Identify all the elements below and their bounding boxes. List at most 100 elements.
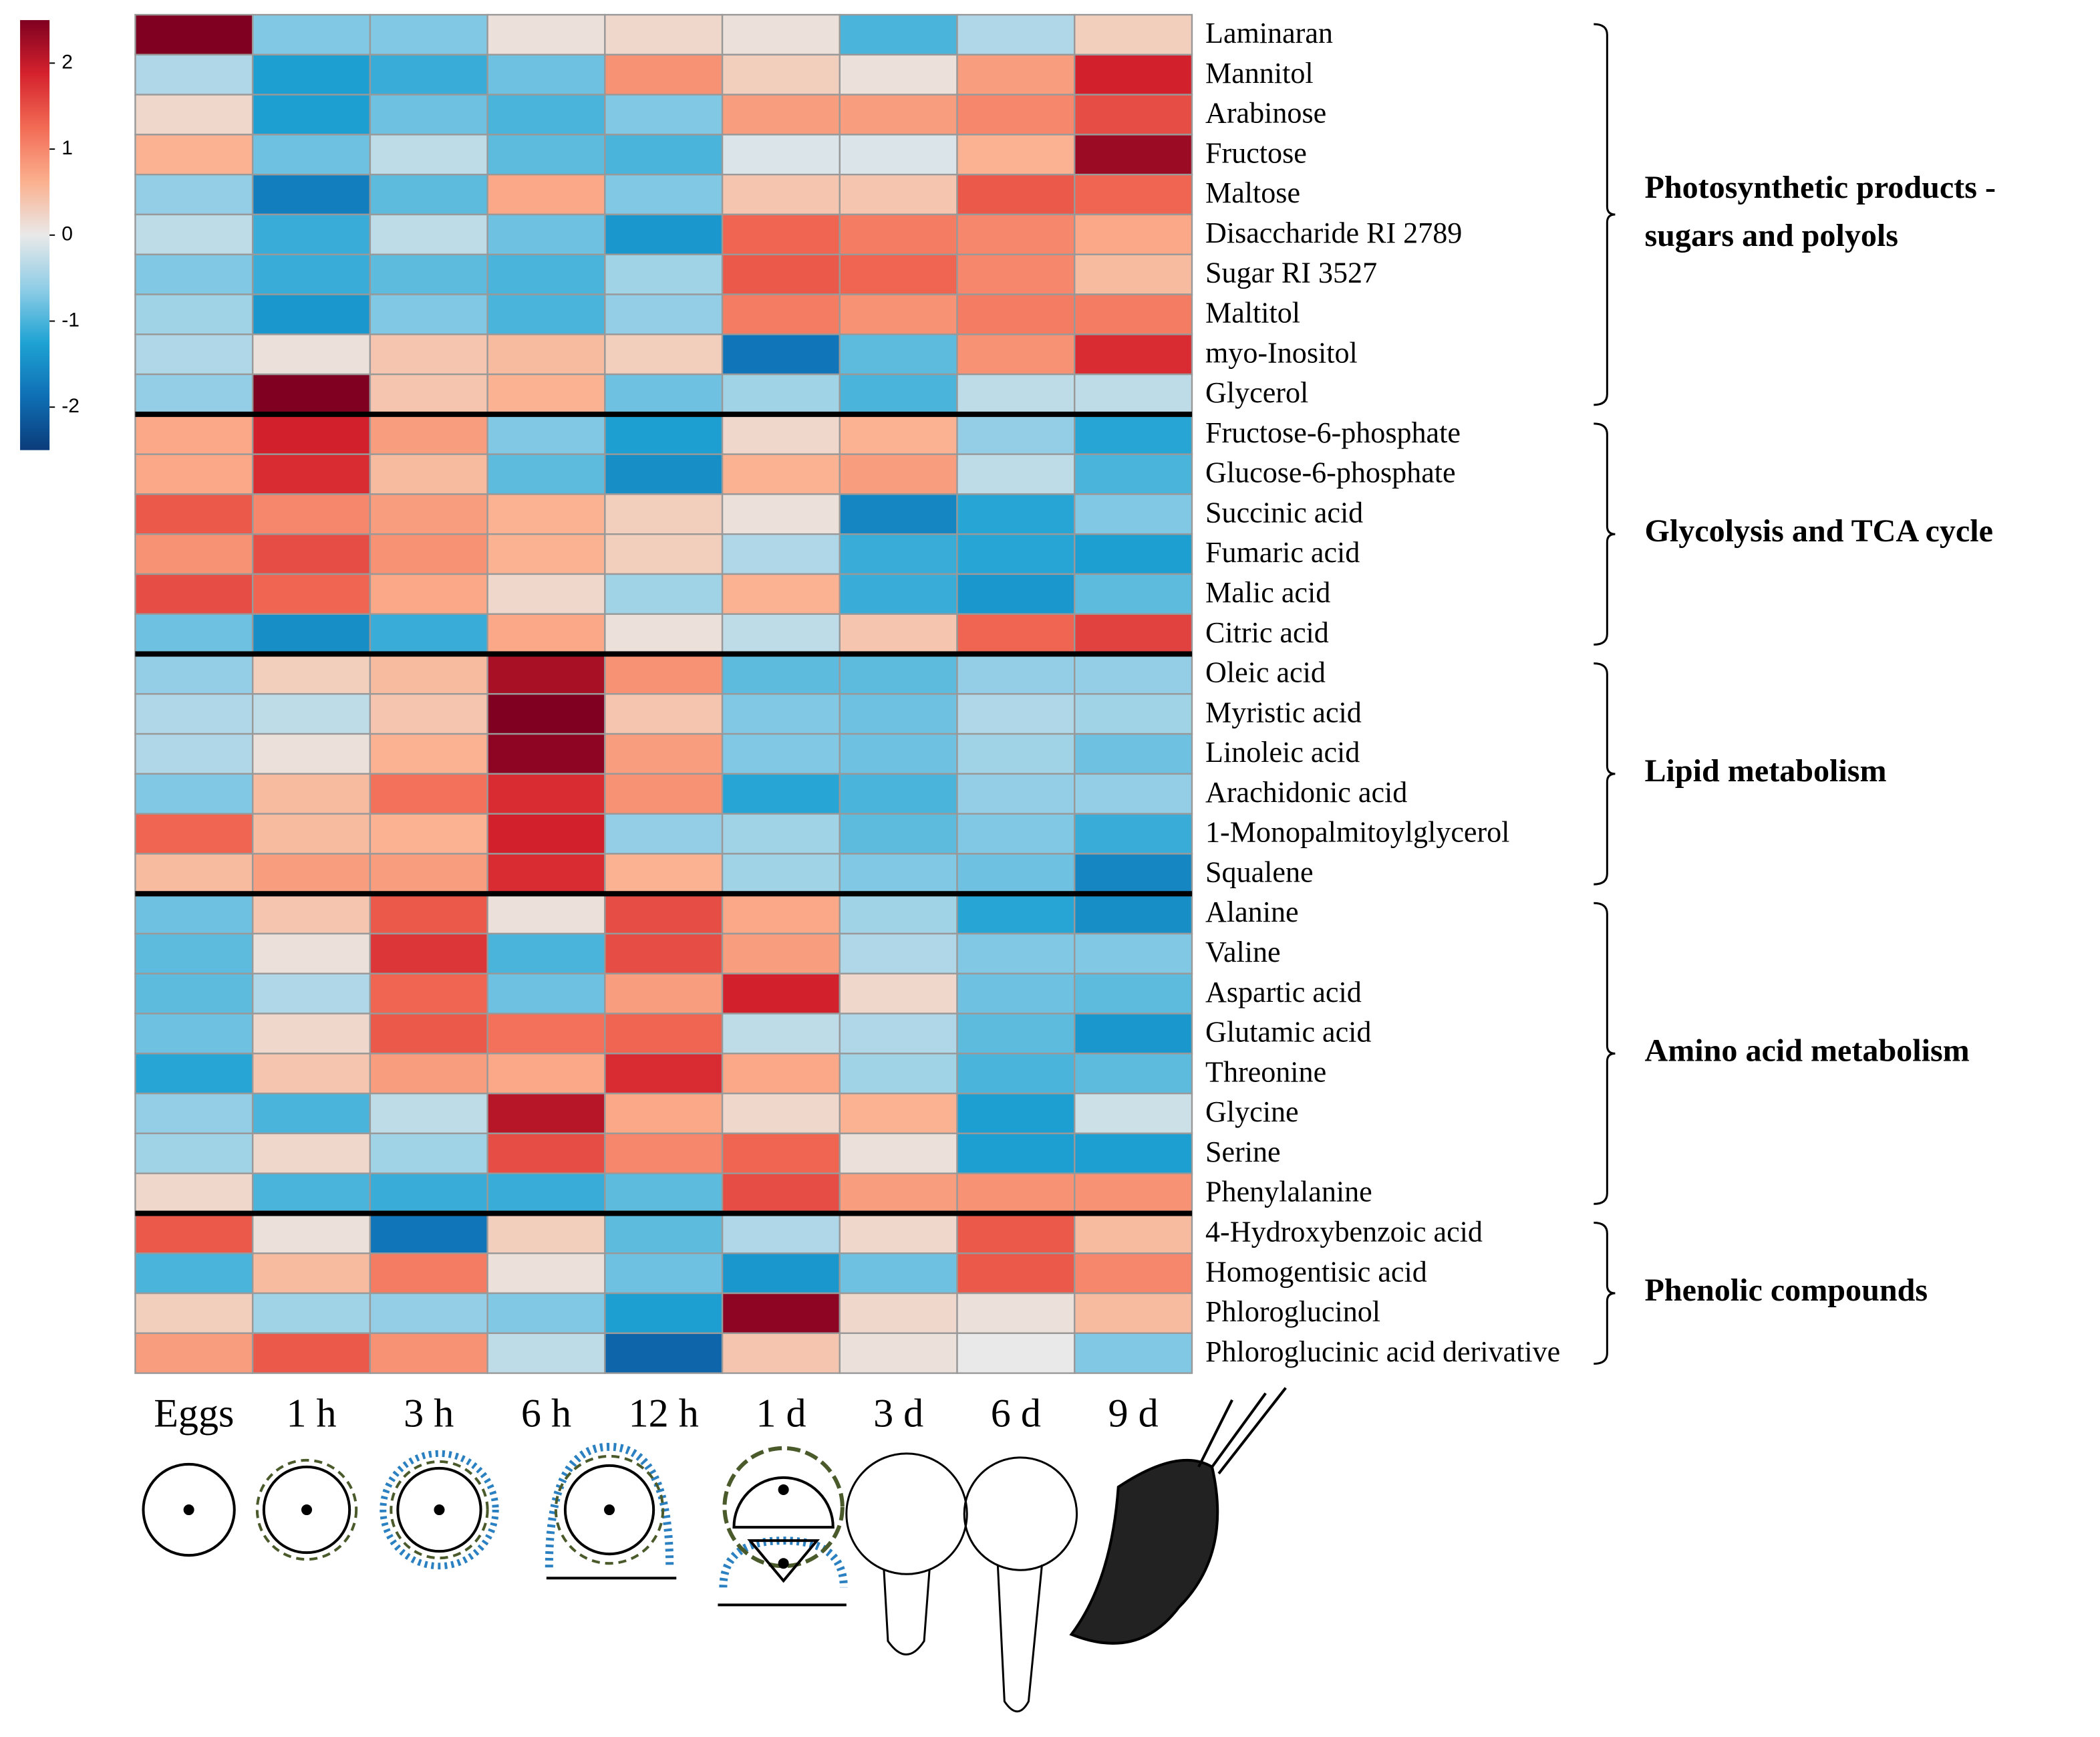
heatmap-cell — [956, 213, 1076, 255]
heatmap-cell — [839, 1332, 958, 1374]
heatmap-cell — [1074, 53, 1193, 96]
row-label: Glucose-6-phosphate — [1205, 456, 1456, 489]
heatmap-cell — [956, 693, 1076, 735]
heatmap-cell — [839, 773, 958, 815]
heatmap-cell — [251, 333, 371, 376]
heatmap-cell — [251, 1332, 371, 1374]
heatmap-cell — [721, 773, 841, 815]
heatmap-cell — [721, 1172, 841, 1214]
heatmap-cell — [1074, 13, 1193, 56]
heatmap-cell — [839, 1292, 958, 1335]
heatmap-cell — [1074, 1172, 1193, 1214]
heatmap-cell — [369, 813, 488, 855]
heatmap-cell — [839, 1053, 958, 1095]
heatmap-cell — [1074, 1092, 1193, 1135]
heatmap-cell — [604, 253, 724, 295]
column-label: 1 h — [286, 1391, 336, 1436]
heatmap-cell — [486, 613, 606, 655]
heatmap-cell — [604, 493, 724, 535]
row-label: Malic acid — [1205, 576, 1330, 609]
heatmap-cell — [486, 1332, 606, 1374]
heatmap-cell — [486, 773, 606, 815]
heatmap-cell — [721, 53, 841, 96]
heatmap-cell — [134, 253, 254, 295]
column-label: Eggs — [154, 1391, 234, 1436]
heatmap-cell — [721, 1292, 841, 1335]
heatmap-cell — [604, 53, 724, 96]
heatmap-cell — [956, 1092, 1076, 1135]
heatmap-cell — [956, 134, 1076, 176]
heatmap-cell — [1074, 1252, 1193, 1295]
heatmap-cell — [956, 893, 1076, 935]
heatmap-cell — [1074, 613, 1193, 655]
heatmap-cell — [604, 94, 724, 136]
heatmap-cell — [956, 1053, 1076, 1095]
heatmap-cell — [956, 613, 1076, 655]
heatmap-cell — [134, 1252, 254, 1295]
heatmap-cell — [1074, 173, 1193, 216]
heatmap-cell — [721, 732, 841, 775]
heatmap-cell — [956, 173, 1076, 216]
heatmap-cell — [1074, 1292, 1193, 1335]
row-label: Myristic acid — [1205, 696, 1362, 728]
heatmap-cell — [1074, 453, 1193, 495]
row-label: myo-Inositol — [1205, 336, 1358, 369]
heatmap-cell — [721, 493, 841, 535]
row-label: Arabinose — [1205, 97, 1326, 130]
heatmap-cell — [369, 1292, 488, 1335]
row-label: Citric acid — [1205, 616, 1329, 649]
heatmap-cell — [1074, 333, 1193, 376]
heatmap-cell — [134, 693, 254, 735]
heatmap-cell — [604, 573, 724, 615]
row-label: Aspartic acid — [1205, 976, 1362, 1009]
heatmap-cell — [1074, 1212, 1193, 1254]
heatmap-cell — [721, 1092, 841, 1135]
heatmap-cell — [839, 853, 958, 895]
heatmap-cell — [486, 813, 606, 855]
heatmap-cell — [134, 1053, 254, 1095]
heatmap-cell — [134, 293, 254, 336]
heatmap-cell — [604, 413, 724, 455]
heatmap-cell — [134, 893, 254, 935]
heatmap-cell — [134, 493, 254, 535]
heatmap-cell — [1074, 972, 1193, 1015]
heatmap-cell — [956, 493, 1076, 535]
heatmap-cell — [486, 94, 606, 136]
heatmap-cell — [251, 1292, 371, 1335]
heatmap-cell — [369, 653, 488, 695]
heatmap-cell — [1074, 1132, 1193, 1174]
heatmap-cell — [604, 1172, 724, 1214]
heatmap-cell — [839, 413, 958, 455]
heatmap-cell — [486, 1212, 606, 1254]
heatmap-cell — [1074, 693, 1193, 735]
group-bracket — [1594, 23, 1616, 406]
heatmap-cell — [486, 333, 606, 376]
heatmap-cell — [369, 493, 488, 535]
heatmap-cell — [369, 893, 488, 935]
heatmap-cell — [604, 1053, 724, 1095]
heatmap-cell — [486, 1172, 606, 1214]
heatmap-cell — [369, 853, 488, 895]
heatmap-cell — [134, 413, 254, 455]
heatmap-cell — [839, 293, 958, 336]
heatmap-cell — [1074, 413, 1193, 455]
heatmap-cell — [251, 853, 371, 895]
heatmap-cell — [1074, 134, 1193, 176]
heatmap-cell — [369, 693, 488, 735]
heatmap-cell — [251, 1172, 371, 1214]
heatmap-cell — [369, 1013, 488, 1055]
heatmap-cell — [956, 1212, 1076, 1254]
heatmap-cell — [251, 13, 371, 56]
heatmap-cell — [1074, 253, 1193, 295]
heatmap-cell — [721, 1212, 841, 1254]
heatmap-cell — [839, 1252, 958, 1295]
heatmap-cell — [604, 893, 724, 935]
heatmap-cell — [369, 1212, 488, 1254]
heatmap-cell — [251, 253, 371, 295]
group-bracket — [1594, 1221, 1616, 1365]
group-bracket — [1594, 662, 1616, 886]
heatmap-cell — [486, 53, 606, 96]
row-label: Glutamic acid — [1205, 1016, 1371, 1049]
column-label: 3 d — [873, 1391, 923, 1436]
heatmap-cell — [956, 573, 1076, 615]
